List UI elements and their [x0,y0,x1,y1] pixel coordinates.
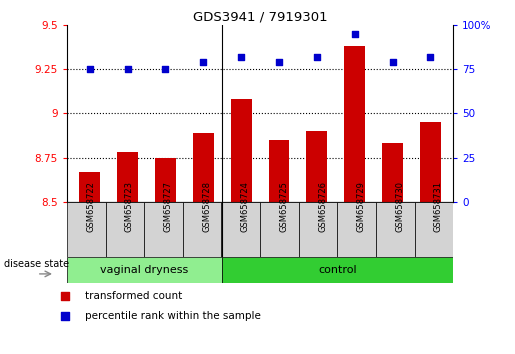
Point [313,54,321,59]
Bar [345,46,365,202]
Bar [193,133,214,202]
Point [351,31,359,36]
Bar [144,202,183,257]
Point [124,66,132,72]
Text: GSM658731: GSM658731 [434,181,443,232]
Text: GSM658727: GSM658727 [164,181,173,232]
Text: disease state: disease state [4,259,70,269]
Text: GSM658726: GSM658726 [318,181,327,232]
Point [275,59,283,65]
Text: control: control [318,265,357,275]
Bar [67,202,106,257]
Point [426,54,435,59]
Text: GSM658729: GSM658729 [357,181,366,232]
Bar [337,202,376,257]
Point [388,59,397,65]
Text: GSM658723: GSM658723 [125,181,134,232]
Point [161,66,169,72]
Bar [415,202,453,257]
Text: GSM658722: GSM658722 [87,181,95,232]
Bar [106,202,144,257]
Text: vaginal dryness: vaginal dryness [100,265,188,275]
Text: GSM658728: GSM658728 [202,181,211,232]
Bar [231,99,251,202]
Bar [222,257,453,283]
Title: GDS3941 / 7919301: GDS3941 / 7919301 [193,11,328,24]
Point [330,186,338,192]
Text: transformed count: transformed count [85,291,182,301]
Bar [376,202,415,257]
Bar [117,152,138,202]
Bar [221,202,260,257]
Point [330,2,338,8]
Bar [183,202,221,257]
Bar [382,143,403,202]
Text: percentile rank within the sample: percentile rank within the sample [85,311,261,321]
Bar [299,202,337,257]
Bar [269,140,289,202]
Text: GSM658724: GSM658724 [241,181,250,232]
Text: GSM658730: GSM658730 [396,181,404,232]
Point [85,66,94,72]
Bar [155,158,176,202]
Bar [420,122,441,202]
Point [237,54,245,59]
Point [199,59,208,65]
Bar [260,202,299,257]
Bar [306,131,328,202]
Text: GSM658725: GSM658725 [280,181,288,232]
Bar [67,257,222,283]
Bar [79,172,100,202]
